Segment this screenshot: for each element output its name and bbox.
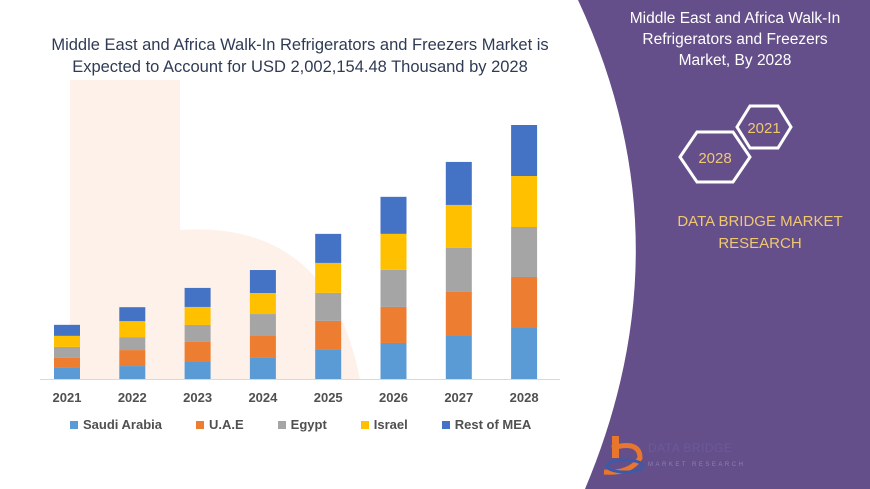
legend-item: Saudi Arabia	[70, 417, 162, 432]
bar-segment-2021-egypt	[54, 346, 80, 358]
brand-line-1: DATA BRIDGE MARKET	[677, 213, 843, 230]
bar-segment-2028-u-a-e	[511, 277, 538, 329]
chart-title: Middle East and Africa Walk-In Refrigera…	[40, 34, 560, 78]
side-title-line-1: Middle East and Africa Walk-In	[629, 10, 841, 27]
legend-swatch	[441, 420, 450, 429]
x-tick-label: 2027	[444, 390, 473, 405]
bar-segment-2025-israel	[315, 262, 342, 293]
legend-item: Israel	[360, 417, 408, 432]
legend-swatch	[360, 420, 369, 429]
hexagon-2028	[678, 130, 752, 184]
bar-segment-2028-saudi-arabia	[511, 328, 538, 379]
bar-segment-2023-israel	[184, 306, 211, 325]
x-tick-label: 2023	[183, 390, 212, 405]
side-panel-title: Middle East and Africa Walk-In Refrigera…	[600, 8, 870, 71]
bar-segment-2021-u-a-e	[54, 357, 80, 368]
legend-item: U.A.E	[195, 417, 244, 432]
bar-segment-2028-egypt	[511, 227, 538, 278]
legend-swatch	[277, 420, 286, 429]
bar-segment-2022-israel	[119, 321, 146, 338]
bar-segment-2021-rest-of-mea	[54, 324, 80, 336]
legend-label: Egypt	[290, 417, 327, 432]
x-tick-label: 2025	[314, 390, 343, 405]
legend-item: Egypt	[277, 417, 327, 432]
bar-segment-2022-egypt	[119, 337, 146, 351]
hex-label-2021: 2021	[747, 120, 780, 137]
bar-segment-2024-u-a-e	[249, 335, 276, 358]
bar-segment-2026-rest-of-mea	[380, 196, 407, 234]
bar-segment-2023-saudi-arabia	[184, 362, 211, 379]
bar-segment-2027-u-a-e	[445, 291, 472, 336]
side-title-line-2: Refrigerators and Freezers	[642, 31, 828, 48]
bar-segment-2028-israel	[511, 176, 538, 228]
x-tick-label: 2026	[379, 390, 408, 405]
bar-segment-2024-egypt	[249, 314, 276, 336]
bar-segment-2025-saudi-arabia	[315, 349, 342, 379]
side-panel	[578, 0, 870, 489]
legend-label: Rest of MEA	[454, 417, 532, 432]
logo-text: DATA BRIDGE	[648, 441, 732, 455]
legend-label: Israel	[373, 417, 408, 432]
bar-segment-2023-egypt	[184, 324, 211, 342]
bar-segment-2026-israel	[380, 233, 407, 270]
bar-segment-2021-israel	[54, 335, 80, 347]
bar-segment-2027-saudi-arabia	[445, 335, 472, 379]
x-tick-label: 2028	[510, 390, 539, 405]
bar-segment-2028-rest-of-mea	[511, 125, 538, 177]
watermark-logo	[70, 80, 360, 380]
side-title-line-3: Market, By 2028	[678, 52, 792, 69]
bar-segment-2026-saudi-arabia	[380, 342, 407, 379]
bar-segment-2023-rest-of-mea	[184, 287, 211, 307]
bar-segment-2022-saudi-arabia	[119, 366, 146, 379]
bar-segment-2026-u-a-e	[380, 306, 407, 343]
legend-label: Saudi Arabia	[83, 417, 162, 432]
bar-segment-2022-rest-of-mea	[119, 307, 146, 322]
hexagon-2021	[735, 104, 793, 150]
legend-item: Rest of MEA	[441, 417, 532, 432]
bar-segment-2023-u-a-e	[184, 341, 211, 363]
logo-icon	[603, 436, 645, 475]
bar-segment-2026-egypt	[380, 269, 407, 307]
brand-line-2: RESEARCH	[718, 235, 802, 252]
bar-segment-2025-rest-of-mea	[315, 233, 342, 263]
bar-segment-2025-u-a-e	[315, 320, 342, 350]
bar-segment-2024-israel	[249, 292, 276, 315]
title-line-2: Expected to Account for USD 2,002,154.48…	[72, 58, 528, 76]
title-line-1: Middle East and Africa Walk-In Refrigera…	[51, 36, 549, 54]
x-tick-label: 2021	[53, 390, 82, 405]
x-tick-label: 2024	[248, 390, 278, 405]
bar-segment-2027-egypt	[445, 247, 472, 292]
bar-segment-2027-rest-of-mea	[445, 161, 472, 205]
legend-swatch	[195, 420, 204, 429]
bar-segment-2021-saudi-arabia	[54, 367, 80, 379]
bar-segment-2024-saudi-arabia	[249, 357, 276, 379]
hex-label-2028: 2028	[698, 150, 731, 167]
brand-name: DATA BRIDGE MARKET RESEARCH	[660, 211, 860, 255]
legend-swatch	[70, 420, 78, 429]
legend-label: U.A.E	[208, 417, 244, 432]
x-tick-label: 2022	[118, 390, 147, 405]
logo-subtext: MARKET RESEARCH	[648, 462, 745, 468]
bar-segment-2024-rest-of-mea	[249, 270, 276, 293]
legend: Saudi Arabia U.A.E Egypt Israel Rest of MEA	[70, 417, 565, 432]
bar-segment-2027-israel	[445, 204, 472, 248]
bar-segment-2025-egypt	[315, 292, 342, 321]
bar-segment-2022-u-a-e	[119, 350, 146, 367]
